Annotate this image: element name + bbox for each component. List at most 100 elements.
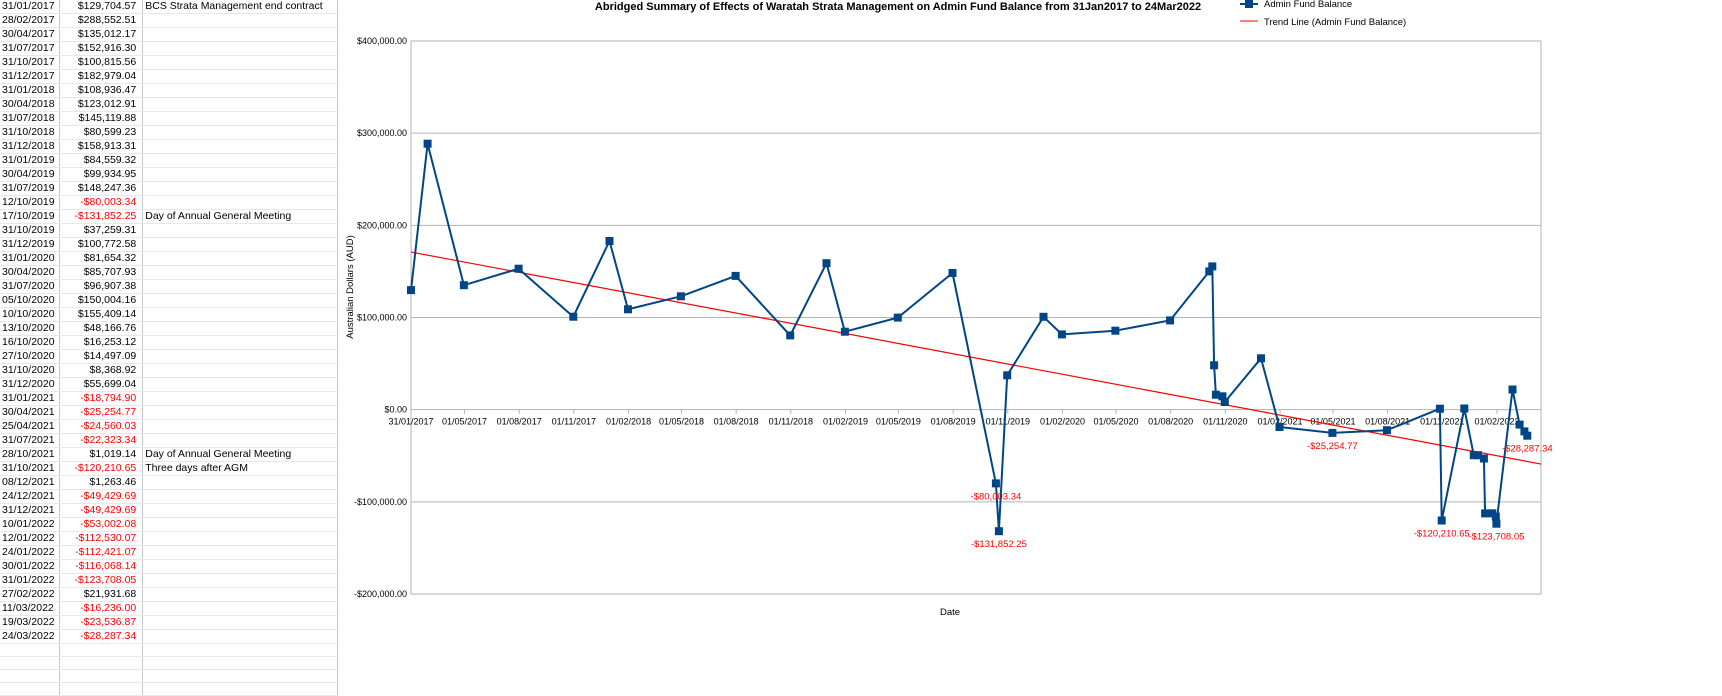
sheet-date-cell: 30/04/2019 [0, 167, 61, 182]
sheet-note-cell [142, 531, 338, 546]
sheet-note-cell [142, 139, 338, 154]
sheet-value-cell: -$131,852.25 [59, 209, 144, 224]
sheet-date-cell: 28/10/2021 [0, 447, 61, 462]
sheet-date-cell: 31/10/2020 [0, 363, 61, 378]
sheet-value-cell: $182,979.04 [59, 69, 144, 84]
x-tick-label: 01/08/2019 [931, 417, 976, 427]
sheet-value-cell: $158,913.31 [59, 139, 144, 154]
sheet-date-cell: 31/10/2017 [0, 55, 61, 70]
sheet-date-cell: 24/12/2021 [0, 489, 61, 504]
x-tick-labels: 31/01/2017 01/05/2017 01/08/2017 01/11/2017… [388, 409, 1520, 427]
sheet-note-cell [142, 517, 338, 532]
sheet-note-cell [142, 69, 338, 84]
sheet-row: 31/01/2017 $129,704.57 BCS Strata Manageme… [0, 0, 338, 14]
sheet-date-cell: 31/12/2017 [0, 69, 61, 84]
sheet-row: 31/07/2019 $148,247.36 [0, 181, 338, 196]
x-axis-label: Date [940, 607, 960, 618]
sheet-value-cell: $145,119.88 [59, 111, 144, 126]
sheet-value-cell: -$53,002.08 [59, 517, 144, 532]
x-tick-label: 01/11/2019 [986, 417, 1030, 427]
sheet-date-cell: 27/02/2022 [0, 587, 61, 602]
data-point [1481, 509, 1490, 518]
sheet-value-cell: $148,247.36 [59, 181, 144, 196]
sheet-value-cell: -$18,794.90 [59, 391, 144, 406]
sheet-value-cell: $100,772.58 [59, 237, 144, 252]
sheet-value-cell: $1,263.46 [59, 475, 144, 490]
sheet-value-cell: -$24,560.03 [59, 419, 144, 434]
sheet-note-cell [142, 503, 338, 518]
sheet-note-cell [142, 125, 338, 140]
sheet-date-cell: 31/10/2021 [0, 461, 61, 476]
data-point [1166, 316, 1175, 325]
data-point [1205, 267, 1214, 276]
sheet-value-cell: -$123,708.05 [59, 573, 144, 588]
sheet-empty-cell [59, 669, 144, 683]
sheet-date-cell: 31/01/2020 [0, 251, 61, 266]
data-point [1479, 454, 1488, 463]
sheet-row: 31/12/2019 $100,772.58 [0, 237, 338, 252]
trend-line [410, 251, 1542, 465]
y-tick-label: -$200,000.00 [354, 589, 407, 599]
sheet-value-cell: -$49,429.69 [59, 503, 144, 518]
sheet-value-cell: $150,004.16 [59, 293, 144, 308]
sheet-row: 27/02/2022 $21,931.68 [0, 587, 338, 602]
data-point [1520, 427, 1529, 436]
x-tick-label: 01/05/2018 [659, 417, 704, 427]
sheet-date-cell: 31/10/2018 [0, 125, 61, 140]
sheet-value-cell: -$116,068.14 [59, 559, 144, 574]
sheet-row: 31/10/2020 $8,368.92 [0, 363, 338, 378]
data-point [1491, 512, 1500, 521]
sheet-value-cell: $155,409.14 [59, 307, 144, 322]
sheet-note-cell [142, 181, 338, 196]
x-tick-label: 01/05/2021 [1310, 417, 1355, 427]
data-point [514, 264, 523, 273]
sheet-note-cell [142, 279, 338, 294]
sheet-note-cell [142, 545, 338, 560]
data-point [1515, 420, 1524, 429]
data-point [1492, 519, 1501, 528]
sheet-row: 31/10/2017 $100,815.56 [0, 55, 338, 70]
data-point [786, 331, 795, 340]
sheet-empty-cell [59, 682, 144, 696]
sheet-note-cell [142, 307, 338, 322]
sheet-note-cell [142, 97, 338, 112]
sheet-note-cell [142, 391, 338, 406]
sheet-row: 31/12/2018 $158,913.31 [0, 139, 338, 154]
data-point [1523, 431, 1532, 440]
sheet-row: 30/04/2020 $85,707.93 [0, 265, 338, 280]
sheet-value-cell: $152,916.30 [59, 41, 144, 56]
sheet-row: 19/03/2022 -$23,536.87 [0, 615, 338, 630]
x-tick-label: 31/01/2017 [388, 417, 433, 427]
data-point [1469, 451, 1478, 460]
sheet-date-cell: 24/01/2022 [0, 545, 61, 560]
data-point [1039, 312, 1048, 321]
data-point [1003, 371, 1012, 380]
data-point [1460, 404, 1469, 413]
y-tick-labels: $400,000.00 $300,000.00 $200,000.00 $100,00… [354, 36, 407, 599]
sheet-note-cell [142, 251, 338, 266]
sheet-row: 31/10/2021 -$120,210.65 Three days after A… [0, 461, 338, 476]
chart-title: Abridged Summary of Effects of Waratah S… [595, 1, 1201, 13]
sheet-row: 31/07/2021 -$22,323.34 [0, 433, 338, 448]
data-point [1437, 516, 1446, 525]
x-tick-label: 01/08/2020 [1148, 417, 1193, 427]
sheet-row: 10/01/2022 -$53,002.08 [0, 517, 338, 532]
y-axis-label: Australian Dollars (AUD) [345, 235, 356, 338]
data-point [1275, 423, 1284, 431]
sheet-row: 31/01/2019 $84,559.32 [0, 153, 338, 168]
data-point [1508, 385, 1517, 394]
sheet-note-cell: Three days after AGM [142, 461, 338, 476]
sheet-empty-cell [142, 669, 338, 683]
sheet-value-cell: $80,599.23 [59, 125, 144, 140]
sheet-date-cell: 31/01/2017 [0, 0, 61, 14]
y-gridlines [411, 40, 1541, 595]
sheet-row: 30/04/2019 $99,934.95 [0, 167, 338, 182]
sheet-note-cell [142, 321, 338, 336]
data-label: -$80,003.34 [971, 491, 1022, 502]
x-tick-label: 01/11/2021 [1420, 417, 1464, 427]
sheet-note-cell: Day of Annual General Meeting [142, 447, 338, 462]
data-label: -$25,254.77 [1307, 441, 1358, 452]
sheet-date-cell: 17/10/2019 [0, 209, 61, 224]
sheet-note-cell [142, 377, 338, 392]
sheet-date-cell: 31/12/2018 [0, 139, 61, 154]
